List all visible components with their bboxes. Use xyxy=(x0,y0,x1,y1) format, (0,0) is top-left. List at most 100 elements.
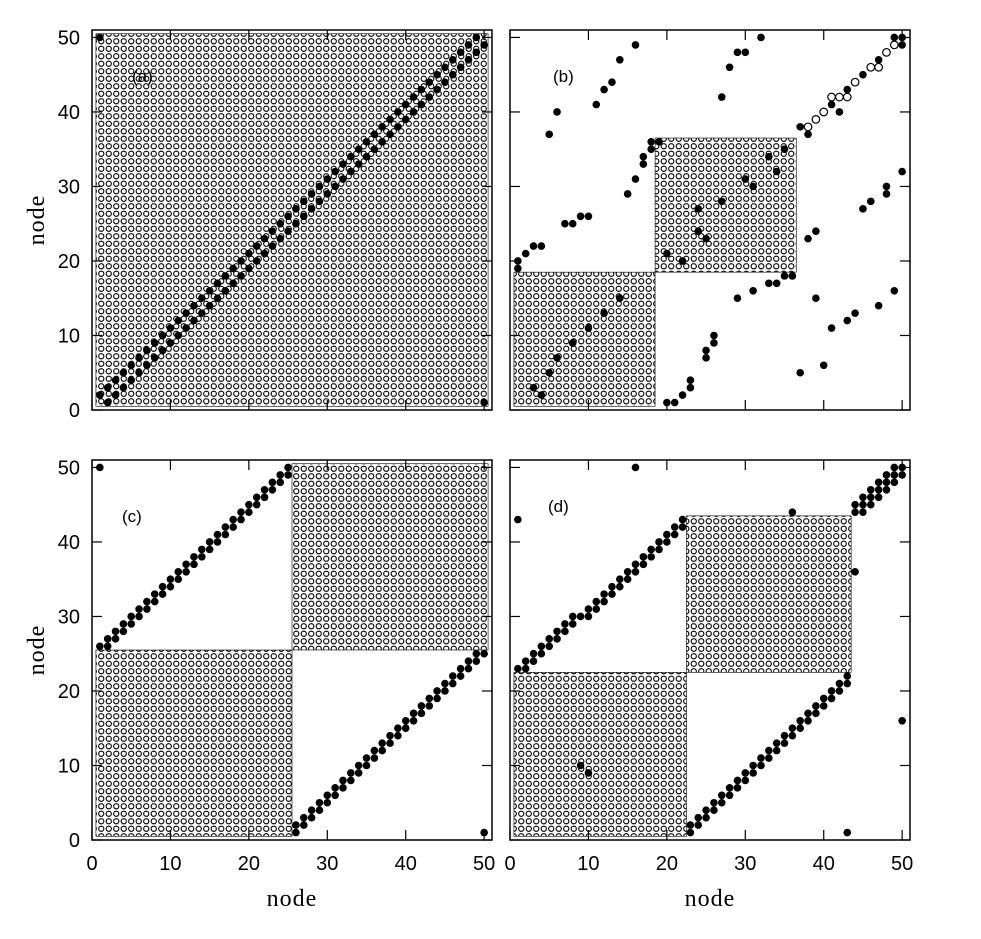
filled-point xyxy=(898,41,906,49)
filled-point xyxy=(323,175,332,183)
filled-point xyxy=(686,821,695,829)
x-axis-title: node xyxy=(267,886,318,912)
dense-block xyxy=(95,649,293,837)
filled-point xyxy=(323,190,332,198)
filled-point xyxy=(780,731,789,740)
filled-point xyxy=(135,368,143,377)
filled-point xyxy=(553,635,561,643)
filled-point xyxy=(749,182,757,191)
filled-point xyxy=(772,739,781,747)
filled-point xyxy=(448,679,457,688)
filled-point xyxy=(331,791,339,800)
filled-point xyxy=(135,354,143,362)
filled-point xyxy=(158,346,167,355)
filled-point xyxy=(616,575,624,584)
filled-point xyxy=(354,761,363,770)
open-point xyxy=(889,40,899,50)
filled-point xyxy=(158,582,167,591)
filled-point xyxy=(276,219,285,228)
filled-point xyxy=(174,567,183,576)
filled-point xyxy=(765,152,773,161)
filled-point xyxy=(890,286,899,295)
filled-point xyxy=(514,664,522,673)
filled-point xyxy=(347,167,355,176)
filled-point xyxy=(174,575,183,584)
filled-point xyxy=(725,791,734,800)
filled-point xyxy=(386,115,394,124)
filled-point xyxy=(678,257,687,265)
filled-point xyxy=(205,545,214,554)
filled-point xyxy=(859,493,867,502)
filled-point xyxy=(600,590,608,598)
filled-point xyxy=(819,694,828,703)
filled-point xyxy=(576,612,585,621)
filled-point xyxy=(401,724,410,733)
filled-point xyxy=(472,657,481,665)
filled-point xyxy=(741,48,750,57)
filled-point xyxy=(299,813,308,822)
filled-point xyxy=(882,478,891,487)
filled-point xyxy=(323,798,332,807)
filled-point xyxy=(150,597,159,606)
filled-point xyxy=(441,78,449,86)
filled-point xyxy=(631,567,640,576)
filled-point xyxy=(252,493,261,502)
filled-point xyxy=(616,582,624,591)
filled-point xyxy=(741,769,750,777)
filled-point xyxy=(119,368,128,377)
filled-point xyxy=(686,828,695,837)
x-tick-label: 20 xyxy=(238,853,260,875)
filled-point xyxy=(378,137,386,146)
filled-point xyxy=(354,769,363,777)
filled-point xyxy=(866,486,875,494)
filled-point xyxy=(245,508,253,516)
filled-point xyxy=(119,620,128,628)
filled-point xyxy=(150,339,159,347)
filled-point xyxy=(717,791,726,800)
filled-point xyxy=(205,301,214,310)
filled-point xyxy=(245,500,253,509)
filled-point xyxy=(409,709,418,718)
filled-point xyxy=(812,702,820,710)
filled-point xyxy=(292,205,300,213)
filled-point xyxy=(229,279,237,288)
filled-point xyxy=(584,212,593,221)
filled-point xyxy=(882,486,891,494)
x-tick-label: 10 xyxy=(577,853,599,875)
filled-point xyxy=(307,806,316,814)
filled-point xyxy=(401,716,410,725)
filled-point xyxy=(561,620,569,628)
filled-point xyxy=(537,391,546,399)
filled-point xyxy=(143,597,151,606)
filled-point xyxy=(710,331,718,340)
filled-point xyxy=(111,635,120,643)
filled-point xyxy=(796,724,804,733)
filled-point xyxy=(409,716,418,725)
filled-point xyxy=(866,500,875,509)
filled-point xyxy=(804,234,812,243)
filled-point xyxy=(268,478,277,487)
filled-point xyxy=(174,316,183,325)
filled-point xyxy=(702,346,710,355)
filled-point xyxy=(135,605,143,613)
filled-point xyxy=(521,664,530,673)
filled-point xyxy=(694,813,703,822)
filled-point xyxy=(733,776,742,785)
filled-point xyxy=(331,167,339,176)
filled-point xyxy=(757,754,765,762)
filled-point xyxy=(757,761,765,770)
filled-point xyxy=(553,627,561,636)
filled-point xyxy=(284,463,292,472)
filled-point xyxy=(425,78,434,86)
filled-point xyxy=(529,649,538,658)
filled-point xyxy=(150,354,159,362)
filled-point xyxy=(425,702,434,710)
filled-point xyxy=(268,242,277,250)
filled-point xyxy=(268,486,277,494)
filled-point xyxy=(378,739,386,747)
filled-point xyxy=(292,828,300,837)
x-tick-label: 50 xyxy=(473,853,495,875)
filled-point xyxy=(103,635,112,643)
filled-point xyxy=(670,398,679,407)
open-point xyxy=(803,122,813,132)
